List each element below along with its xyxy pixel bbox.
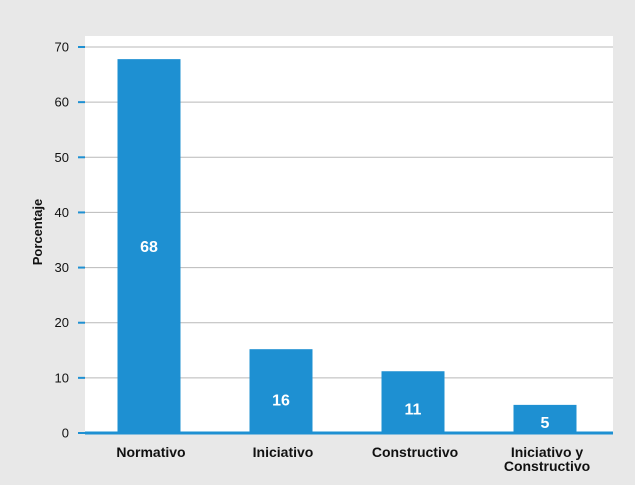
x-axis-categories: Normativo Iniciativo Constructivo Iniciativ…: [116, 444, 590, 474]
y-tick-label: 30: [55, 260, 69, 275]
y-axis-label: Porcentaje: [30, 199, 45, 265]
y-tick-label: 50: [55, 150, 69, 165]
data-label: 16: [272, 392, 290, 409]
x-category-label: Iniciativo y: [511, 444, 584, 460]
bar: [117, 59, 181, 433]
x-category-label: Iniciativo: [253, 444, 314, 460]
bars: [117, 59, 577, 433]
data-label: 11: [405, 401, 422, 418]
x-category-label: Normativo: [116, 444, 185, 460]
y-tick-label: 10: [55, 370, 69, 385]
y-tick-label: 20: [55, 315, 69, 330]
y-axis-ticks: 0 10 20 30 40 50 60 70: [55, 40, 85, 441]
data-label: 68: [140, 239, 158, 256]
bar: [381, 371, 445, 433]
data-labels: 68 16 11 5: [140, 239, 549, 432]
bar: [249, 349, 313, 433]
y-tick-label: 0: [62, 426, 69, 441]
y-tick-label: 70: [55, 40, 69, 55]
bar: [513, 404, 577, 433]
y-tick-label: 60: [55, 95, 69, 110]
x-category-label: Constructivo: [372, 444, 458, 460]
x-category-label: Constructivo: [504, 458, 590, 474]
data-label: 5: [541, 415, 550, 432]
y-tick-label: 40: [55, 205, 69, 220]
